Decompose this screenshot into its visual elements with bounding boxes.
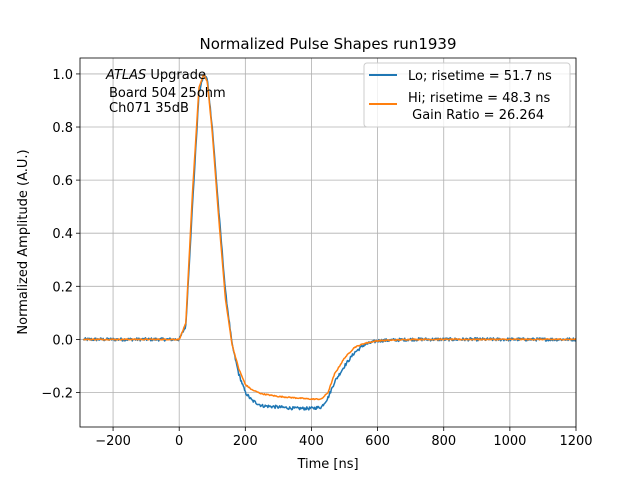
x-tick-label: 1200 [559, 434, 592, 449]
x-ticks: −200 0 200 400 600 800 1000 1200 [95, 427, 593, 449]
x-tick-label: −200 [95, 434, 131, 449]
x-tick-label: 200 [233, 434, 258, 449]
legend-label-lo: Lo; risetime = 51.7 ns [408, 69, 552, 84]
legend-label-hi: Hi; risetime = 48.3 ns [408, 91, 550, 106]
x-tick-label: 800 [431, 434, 456, 449]
series-line-hi [82, 74, 576, 401]
y-tick-label: 0.4 [52, 227, 73, 242]
plot-frame [79, 57, 577, 428]
legend-box [363, 62, 571, 128]
x-tick-label: 400 [299, 434, 324, 449]
annotation-line-2: Board 504 25ohm [109, 86, 226, 101]
y-axis-label: Normalized Amplitude (A.U.) [16, 149, 31, 334]
x-tick-label: 1000 [493, 434, 526, 449]
x-tick-label: 600 [365, 434, 390, 449]
series-lines [82, 72, 576, 411]
y-tick-label: 0.0 [52, 333, 73, 348]
x-axis-label: Time [ns] [296, 457, 358, 472]
chart-title: Normalized Pulse Shapes run1939 [199, 35, 456, 53]
annotation-line-3: Ch071 35dB [109, 101, 189, 116]
annotation-upgrade: Upgrade [146, 68, 206, 83]
legend: Lo; risetime = 51.7 ns Hi; risetime = 48… [363, 62, 571, 128]
y-tick-label: 0.6 [52, 174, 73, 189]
annotation-line-1: ATLAS Upgrade [105, 68, 206, 83]
y-tick-label: 1.0 [52, 68, 73, 83]
annotation-atlas: ATLAS [105, 68, 146, 83]
y-tick-label: −0.2 [41, 386, 73, 401]
y-tick-label: 0.2 [52, 280, 73, 295]
x-tick-label: 0 [175, 434, 183, 449]
y-ticks: −0.2 0.0 0.2 0.4 0.6 0.8 1.0 [41, 68, 80, 401]
legend-label-hi-gain: Gain Ratio = 26.264 [408, 108, 544, 123]
y-tick-label: 0.8 [52, 121, 73, 136]
atlas-annotation: ATLAS Upgrade Board 504 25ohm Ch071 35dB [105, 68, 226, 116]
